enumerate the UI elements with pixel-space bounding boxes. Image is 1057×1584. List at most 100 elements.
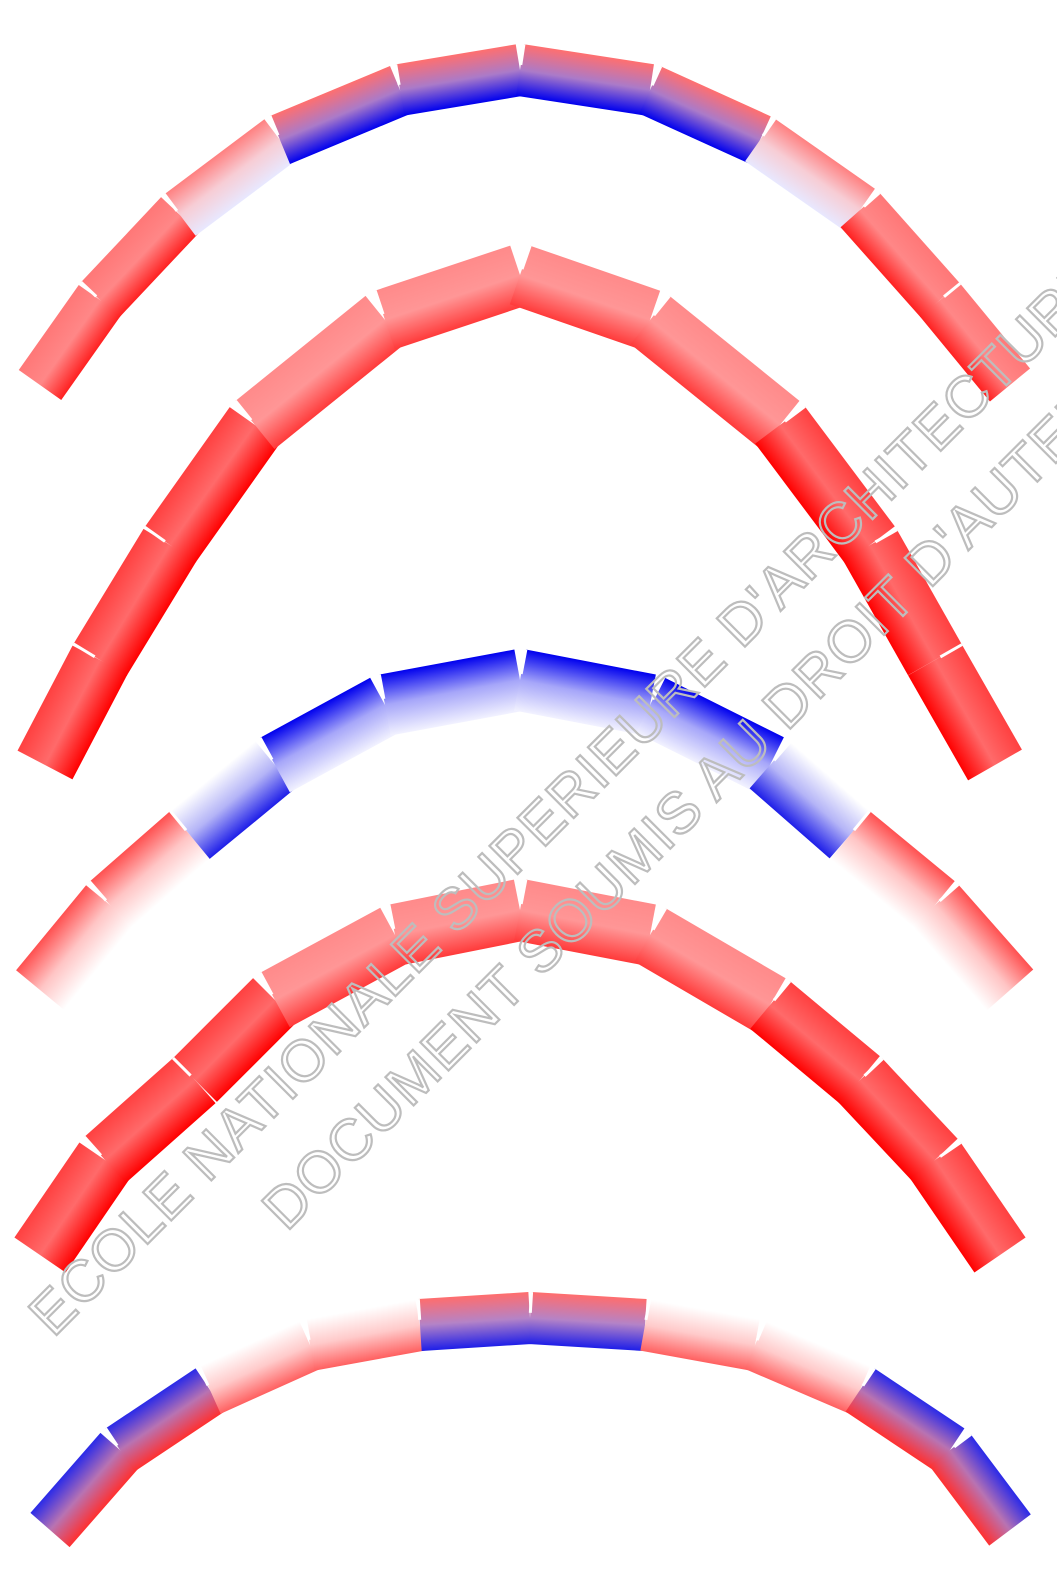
arch-5 bbox=[30, 1291, 1031, 1548]
segment-joint bbox=[416, 1298, 422, 1320]
arch-segment bbox=[634, 908, 786, 1032]
arch-segment bbox=[750, 981, 880, 1104]
arch-segment bbox=[260, 677, 400, 793]
segment-joint bbox=[234, 399, 253, 422]
arch-segment bbox=[170, 741, 295, 859]
segment-joint bbox=[651, 907, 667, 931]
arch-3 bbox=[16, 649, 1034, 1011]
arch-segment bbox=[516, 44, 654, 116]
arch-4 bbox=[14, 879, 1026, 1273]
segment-joint bbox=[303, 1319, 311, 1341]
segment-joint bbox=[938, 883, 960, 903]
arch-segment bbox=[16, 885, 134, 1010]
arch-segment bbox=[144, 407, 281, 563]
segment-joint bbox=[377, 674, 386, 700]
arch-segment bbox=[911, 884, 1034, 1011]
arch-segment bbox=[919, 283, 1031, 402]
segment-joint bbox=[644, 1299, 652, 1321]
segment-joint bbox=[387, 904, 396, 930]
arch-segment bbox=[418, 1292, 532, 1351]
arch-segment bbox=[830, 811, 955, 929]
segment-joint bbox=[939, 643, 963, 659]
segment-joint bbox=[373, 290, 385, 315]
arch-segment bbox=[73, 528, 197, 677]
arch-segment bbox=[173, 978, 297, 1102]
arch-segment bbox=[755, 406, 895, 564]
segment-joint bbox=[755, 1320, 767, 1341]
arch-1 bbox=[18, 44, 1031, 402]
segment-joint bbox=[258, 972, 274, 996]
segment-joint bbox=[652, 294, 671, 317]
segment-joint bbox=[519, 879, 528, 905]
arch-segment bbox=[89, 811, 211, 929]
arch-segment bbox=[164, 119, 296, 236]
arch-segment bbox=[388, 879, 527, 966]
segment-joint bbox=[520, 245, 532, 270]
segment-joint bbox=[772, 980, 791, 1002]
arch-2 bbox=[17, 245, 1022, 781]
segment-joint bbox=[784, 405, 806, 423]
segment-joint bbox=[863, 1057, 884, 1077]
segment-joint bbox=[939, 1141, 962, 1158]
segment-joint bbox=[143, 525, 166, 543]
arch-segment bbox=[837, 1058, 958, 1182]
arch-segment bbox=[909, 1142, 1026, 1273]
arch-segment bbox=[514, 879, 656, 966]
arch-segment bbox=[395, 44, 525, 116]
segment-joint bbox=[861, 1367, 876, 1387]
arch-segment bbox=[84, 1056, 216, 1184]
segment-joint bbox=[650, 65, 663, 86]
arch-segment bbox=[843, 529, 962, 676]
segment-joint bbox=[651, 676, 666, 701]
arch-segment bbox=[260, 907, 410, 1028]
segment-joint bbox=[528, 1291, 534, 1313]
arch-segment bbox=[636, 677, 784, 793]
segment-joint bbox=[772, 740, 792, 762]
segment-joint bbox=[88, 880, 108, 902]
segment-joint bbox=[761, 117, 777, 137]
segment-joint bbox=[83, 1135, 103, 1157]
segment-joint bbox=[943, 282, 962, 298]
segment-joint bbox=[197, 1365, 210, 1386]
arch-segment bbox=[17, 645, 128, 780]
segment-joint bbox=[258, 737, 274, 761]
arch-segment bbox=[744, 1321, 871, 1414]
arch-segment bbox=[305, 1299, 425, 1371]
segment-joint bbox=[519, 44, 526, 66]
arch-segment bbox=[745, 118, 875, 232]
segment-joint bbox=[862, 191, 881, 208]
arch-segment bbox=[105, 1368, 225, 1472]
arch-segment bbox=[270, 66, 410, 164]
segment-joint bbox=[852, 810, 871, 832]
segment-joint bbox=[394, 64, 401, 86]
segment-joint bbox=[874, 528, 898, 544]
arch-segment bbox=[749, 741, 871, 859]
arch-segment bbox=[908, 644, 1022, 781]
arch-segment bbox=[509, 245, 661, 350]
arch-segment bbox=[199, 1321, 321, 1414]
segment-joint bbox=[519, 649, 528, 675]
segment-joint bbox=[268, 115, 280, 136]
segment-joint bbox=[953, 1433, 972, 1449]
arch-segment bbox=[640, 1299, 760, 1371]
arch-segment bbox=[81, 197, 199, 318]
segment-joint bbox=[172, 1057, 192, 1077]
segment-joint bbox=[72, 642, 96, 659]
arch-segment bbox=[379, 649, 526, 736]
arch-segment bbox=[528, 1292, 647, 1351]
arch-segment bbox=[845, 1368, 965, 1472]
arch-segment bbox=[18, 285, 122, 400]
arch-segment bbox=[929, 1434, 1031, 1546]
arch-segment bbox=[14, 1142, 131, 1273]
arch-segment bbox=[514, 649, 656, 736]
segment-joint bbox=[104, 1427, 119, 1447]
arch-segment bbox=[840, 192, 960, 318]
arch-segment bbox=[630, 295, 800, 450]
segment-joint bbox=[163, 193, 179, 212]
segment-joint bbox=[80, 281, 98, 298]
segment-joint bbox=[169, 810, 188, 832]
arch-segment bbox=[30, 1432, 140, 1548]
arch-segment bbox=[375, 245, 530, 350]
